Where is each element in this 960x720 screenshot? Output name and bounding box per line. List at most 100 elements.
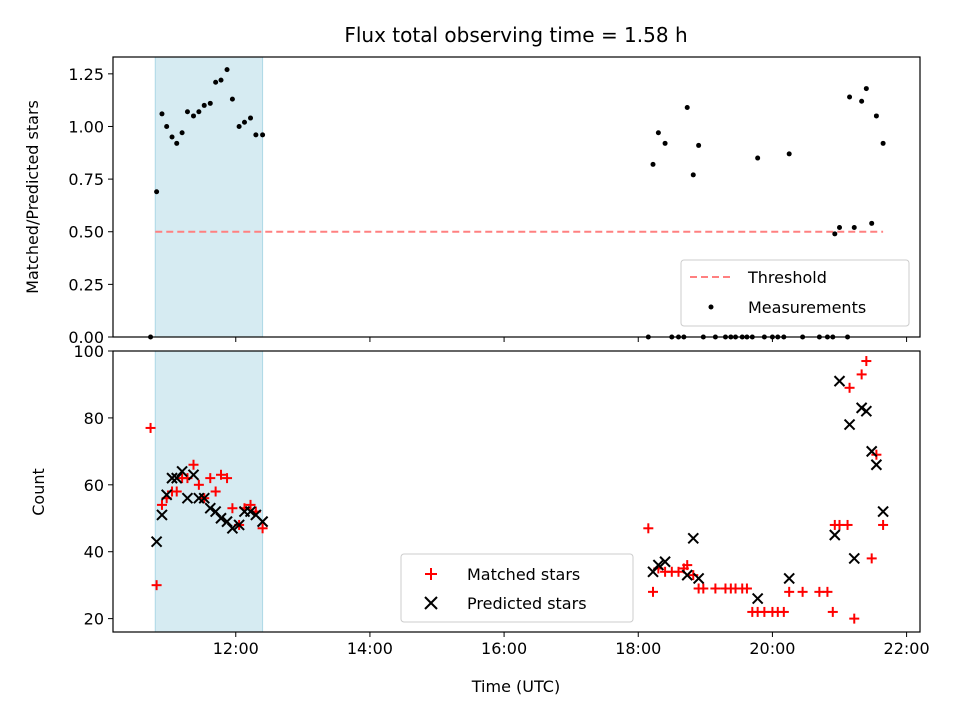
matched-point — [866, 553, 877, 564]
measurement-point — [190, 113, 196, 119]
measurement-point — [837, 225, 843, 231]
count-panel-frame — [112, 350, 921, 633]
count-ytick-label: 100 — [73, 342, 104, 361]
measurement-point — [696, 142, 702, 148]
measurement-point — [229, 96, 235, 102]
measurement-point — [201, 102, 207, 108]
measurement-point — [684, 105, 690, 111]
matched-point — [710, 583, 721, 594]
matched-point — [741, 583, 752, 594]
measurement-point — [873, 113, 879, 119]
count-ytick-label: 60 — [84, 476, 104, 495]
measurement-point — [248, 115, 254, 121]
ratio-legend-box — [680, 259, 910, 327]
ratio-panel: 0.00 0.25 0.50 0.75 1.00 1.25 Matched/Predict… — [23, 56, 921, 347]
matched-point — [205, 473, 216, 484]
measurement-point — [218, 77, 224, 83]
chart-title: Flux total observing time = 1.58 h — [344, 23, 687, 47]
count-series-0 — [145, 356, 889, 624]
measurement-point — [184, 109, 190, 115]
count-ytick-label: 20 — [84, 610, 104, 629]
measurements-legend-label: Measurements — [748, 298, 866, 317]
threshold-legend-label: Threshold — [747, 268, 827, 287]
predicted-point — [829, 529, 841, 541]
predicted-point — [848, 552, 860, 565]
predicted-point — [215, 512, 227, 524]
measurement-point — [169, 134, 175, 140]
matched-point — [682, 560, 693, 571]
matched-point — [797, 586, 808, 597]
matched-point — [878, 519, 889, 530]
measurement-point — [241, 119, 247, 125]
matched-point — [245, 499, 256, 510]
predicted-point — [244, 505, 257, 518]
matched-point — [856, 369, 867, 380]
count-xlabel: Time (UTC) — [471, 677, 560, 696]
count-legend: Matched stars Predicted stars — [400, 553, 634, 623]
predicted-point — [843, 418, 856, 431]
matched-point — [827, 606, 838, 617]
count-xtick-label: 16:00 — [481, 639, 527, 658]
matched-point — [210, 486, 221, 497]
predicted-point — [687, 532, 699, 545]
measurement-point — [690, 172, 696, 178]
matched-point — [156, 499, 167, 510]
predicted-point — [659, 556, 671, 568]
ratio-ytick-label: 1.00 — [68, 117, 104, 136]
count-ylabel: Count — [29, 468, 48, 516]
measurement-point — [207, 100, 213, 106]
ratio-ytick-label: 0.50 — [68, 223, 104, 242]
count-xtick-label: 20:00 — [749, 639, 795, 658]
matched-legend-label: Matched stars — [467, 565, 580, 584]
measurement-point — [164, 123, 170, 129]
ratio-ytick-label: 1.25 — [68, 65, 104, 84]
predicted-point — [681, 569, 693, 581]
count-legend-box — [400, 553, 634, 623]
matched-point — [842, 519, 853, 530]
matched-point — [145, 422, 156, 433]
matched-point — [216, 469, 227, 480]
matched-point — [643, 523, 654, 534]
measurement-point — [174, 140, 180, 146]
ratio-panel-frame — [112, 56, 921, 338]
ratio-ytick-label: 0.75 — [68, 170, 104, 189]
ratio-observing-span — [154, 56, 264, 338]
predicted-point — [176, 465, 188, 478]
measurement-point — [863, 86, 869, 92]
matched-point — [844, 382, 855, 393]
measurement-point — [755, 155, 761, 161]
predicted-legend-swatch — [424, 596, 438, 610]
predicted-point — [156, 509, 168, 521]
measurement-point — [859, 98, 865, 104]
measurement-point — [869, 220, 875, 226]
matched-point — [698, 583, 709, 594]
count-panel: 12:00 14:00 16:00 18:00 20:00 22:00 20 40 60 80 10… — [29, 342, 930, 696]
matched-point — [673, 566, 684, 577]
measurement-point — [662, 140, 668, 146]
matched-point — [778, 606, 789, 617]
matched-point — [171, 486, 182, 497]
predicted-legend-label: Predicted stars — [467, 594, 587, 613]
measurement-point — [847, 94, 853, 100]
measurement-point — [832, 231, 838, 237]
measurement-point — [159, 111, 165, 117]
predicted-point — [198, 492, 210, 504]
matched-point — [151, 580, 162, 591]
predicted-point — [166, 472, 178, 484]
ratio-legend: Threshold Measurements — [680, 259, 910, 327]
predicted-point — [870, 459, 883, 471]
count-xtick-label: 12:00 — [213, 639, 259, 658]
predicted-point — [226, 522, 239, 535]
measurement-point — [179, 130, 185, 136]
predicted-point — [256, 515, 269, 528]
predicted-point — [233, 519, 245, 531]
matched-point — [188, 459, 199, 470]
matched-point — [861, 356, 872, 367]
predicted-point — [181, 492, 194, 504]
measurement-point — [260, 132, 266, 138]
predicted-point — [783, 572, 795, 585]
measurement-point — [253, 132, 259, 138]
matched-point — [849, 613, 860, 624]
measurement-point — [154, 189, 160, 195]
measurement-point — [786, 151, 792, 157]
